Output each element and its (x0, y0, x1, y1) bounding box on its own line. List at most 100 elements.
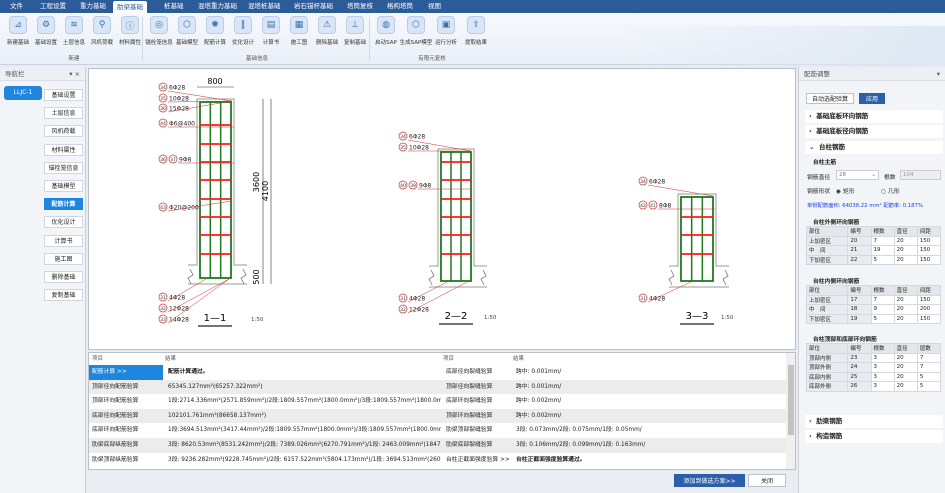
ribbon-button[interactable]: ⚙ 基础设置 (28, 16, 64, 46)
table-row[interactable]: 顶部外侧 24 3 20 7 (805, 362, 942, 373)
table-cell[interactable]: 20 (893, 381, 918, 392)
table-cell[interactable]: 150 (916, 235, 942, 246)
ribbon-button[interactable]: ⬡ 基础模型 (169, 16, 205, 46)
table-cell[interactable]: 5 (916, 371, 942, 382)
menu-tab[interactable]: 重力基础 (80, 2, 106, 10)
table-cell[interactable]: 20 (893, 254, 918, 265)
menu-tab[interactable]: 塔筒复核 (347, 2, 373, 10)
ribbon-button[interactable]: ⚲ 风机荷载 (84, 16, 120, 46)
ribbon-button[interactable]: ‖ 优化设计 (225, 16, 261, 46)
table-cell[interactable]: 7 (916, 352, 942, 363)
count-stepper[interactable]: 104 (900, 170, 941, 180)
ribbon-button[interactable]: ◍ 启动SAP (368, 16, 404, 46)
add-to-scheme-button[interactable]: 添加到做选方案>> (674, 474, 745, 487)
menu-tab[interactable]: 工程设置 (40, 2, 66, 10)
section-base-radial[interactable]: › 基础底板径向钢筋 (805, 125, 943, 138)
menu-tab[interactable]: 肋梁基础 (113, 1, 147, 13)
nav-item[interactable]: 配筋计算 (44, 198, 83, 211)
nav-item[interactable]: 施工图 (44, 252, 83, 265)
table-cell[interactable]: 200 (916, 304, 942, 315)
table-row[interactable]: 顶部环向配筋验算 1段:2714.336mm²(2571.859mm²)/2段:1… (89, 394, 786, 409)
table-cell[interactable]: 5 (916, 381, 942, 392)
menu-tab[interactable]: 桩基础 (164, 2, 184, 10)
nav-item[interactable]: 计算书 (44, 234, 83, 247)
table-cell[interactable]: 3 (870, 381, 895, 392)
topbot-hoop-table[interactable]: 部位 编号 根数 直径 层数 顶部内侧 23 3 20 7 顶部外侧 24 3 20 7 底部内侧 25 3 20 5… (805, 343, 942, 392)
shape-radio-other[interactable]: ○ 几形 (881, 189, 900, 195)
table-cell[interactable]: 20 (893, 352, 918, 363)
ribbon-button[interactable]: ◎ 锚栓笼信息 (141, 16, 177, 46)
nav-item[interactable]: 删除基础 (44, 271, 83, 283)
nav-item[interactable]: 锚栓笼信息 (44, 161, 83, 174)
table-row[interactable]: 下加密区 22 5 20 150 (805, 254, 942, 265)
table-row[interactable]: 上加密区 20 7 20 150 (805, 235, 942, 246)
ribbon-button[interactable]: ⚠ 删除基础 (309, 16, 345, 46)
nav-item[interactable]: 风机荷载 (44, 125, 83, 138)
table-row[interactable]: 中 间 21 19 20 150 (805, 245, 942, 256)
table-cell[interactable]: 20 (893, 304, 918, 315)
ribbon-button[interactable]: ▤ 计算书 (253, 16, 289, 46)
table-cell[interactable]: 7 (870, 294, 895, 305)
table-cell[interactable]: 150 (916, 254, 942, 265)
section-pedestal[interactable]: ⌄ 台柱钢筋 (805, 141, 943, 154)
menu-tab[interactable]: 格构塔筒 (387, 2, 413, 10)
shape-radio-rect[interactable]: ◉ 矩形 (836, 189, 855, 195)
table-cell[interactable]: 20 (893, 362, 918, 373)
inner-hoop-table[interactable]: 部位 编号 根数 直径 间距 上加密区 17 7 20 150 中 间 18 9 20 200 下加密区 19 5… (805, 285, 942, 324)
table-cell[interactable]: 20 (893, 313, 918, 324)
table-row[interactable]: 顶部内侧 23 3 20 7 (805, 352, 942, 363)
table-cell[interactable]: 7 (870, 235, 895, 246)
menu-tab[interactable]: 岩石锚杆基础 (294, 2, 333, 10)
table-row[interactable]: 下加密区 19 5 20 150 (805, 313, 942, 324)
outer-hoop-table[interactable]: 部位 编号 根数 直径 间距 上加密区 20 7 20 150 中 间 21 19 20 150 下加密区 22… (805, 226, 942, 265)
menu-tab[interactable]: 视图 (428, 2, 441, 10)
nav-item[interactable]: 基础模型 (44, 180, 83, 192)
ribbon-button[interactable]: ≋ 土层信息 (56, 16, 92, 46)
nav-item[interactable]: 土层信息 (44, 107, 83, 120)
table-row[interactable]: 上加密区 17 7 20 150 (805, 294, 942, 305)
table-cell[interactable]: 3 (870, 352, 895, 363)
table-row[interactable]: 顶部径向配筋验算 65345.127mm²(65257.322mm²) 顶部径向裂缝… (89, 379, 786, 395)
table-cell[interactable]: 20 (893, 245, 918, 256)
drawing-canvas[interactable]: 34 6Φ28 35 10Φ28 36 15Φ28 44 Φ6@400 36 37 9Φ8 43 Φ20… (88, 68, 796, 350)
ribbon-button[interactable]: ⊥ 复制基础 (337, 16, 373, 46)
apply-button[interactable]: 应用 (859, 93, 885, 104)
nav-item[interactable]: 材料属性 (44, 143, 83, 156)
table-row[interactable]: 底部内侧 25 3 20 5 (805, 371, 942, 382)
table-cell[interactable]: 9 (870, 304, 895, 315)
table-cell[interactable]: 20 (893, 235, 918, 246)
section-construction[interactable]: › 构造钢筋 (805, 430, 943, 443)
table-cell[interactable]: 7 (916, 362, 942, 373)
table-row[interactable]: 底部外侧 26 3 20 5 (805, 381, 942, 392)
menu-tab[interactable]: 混塔桩基础 (248, 2, 281, 10)
ribbon-button[interactable]: ⇪ 提取结果 (458, 16, 494, 46)
auto-select-button[interactable]: 自动选配验算 (806, 93, 854, 104)
ribbon-button[interactable]: ⊿ 新建基础 (0, 16, 36, 46)
table-row[interactable]: 肋梁底部纵筋验算 3段: 8620.53mm²(8531.242mm²)/2段: … (89, 438, 786, 453)
table-cell[interactable]: 5 (870, 254, 895, 265)
ribbon-button[interactable]: ⓘ 材料属性 (112, 16, 148, 46)
table-row[interactable]: 底部环向配筋验算 1段:3694.513mm²(3417.44mm²)/2段:18… (89, 423, 786, 438)
menu-tab[interactable]: 文件 (10, 2, 23, 10)
diameter-select[interactable]: 28 ⌄ (836, 170, 879, 180)
menu-tab[interactable]: 混塔重力基础 (198, 2, 237, 10)
table-row[interactable]: 底部径向配筋验算 102101.761mm²(86658.137mm²) 顶部环向裂… (89, 408, 786, 424)
section-base-hoop[interactable]: › 基础底板环向钢筋 (805, 110, 943, 123)
scrollbar[interactable] (786, 353, 795, 469)
ribbon-button[interactable]: ▦ 施工图 (281, 16, 317, 46)
chevron-down-icon[interactable]: ▾ (936, 70, 940, 78)
ribbon-button[interactable]: ⬡ 生成SAP模型 (398, 16, 434, 46)
nav-item[interactable]: 复制基础 (44, 289, 83, 302)
ribbon-button[interactable]: ✺ 配筋计算 (197, 16, 233, 46)
table-cell[interactable]: 20 (893, 294, 918, 305)
table-cell[interactable]: 19 (870, 245, 895, 256)
table-row[interactable]: 肋梁顶部纵筋验算 3段: 9236.282mm²(9228.745mm²)/2段:… (89, 453, 786, 468)
ribbon-button[interactable]: ▣ 运行分析 (428, 16, 464, 46)
nav-item[interactable]: 优化设计 (44, 216, 83, 229)
tree-item-foundation[interactable]: LLJC-1 (4, 86, 42, 100)
close-icon[interactable]: ▾ × (69, 70, 80, 78)
close-button[interactable]: 关闭 (748, 474, 786, 487)
table-row[interactable]: 中 间 18 9 20 200 (805, 304, 942, 315)
table-cell[interactable]: 20 (893, 371, 918, 382)
nav-item[interactable]: 基础设置 (44, 89, 83, 101)
